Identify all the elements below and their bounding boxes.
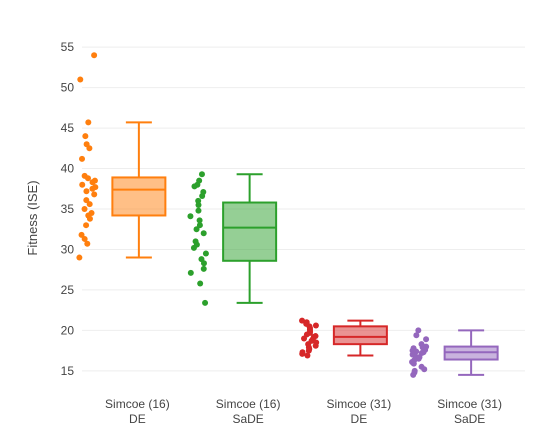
data-point bbox=[193, 226, 200, 233]
data-point bbox=[198, 171, 205, 178]
iqr-box bbox=[332, 325, 388, 346]
data-point bbox=[199, 193, 206, 200]
x-category-label: Simcoe (16) bbox=[105, 397, 170, 411]
data-point bbox=[79, 155, 86, 162]
data-point bbox=[413, 332, 420, 339]
data-point bbox=[304, 352, 311, 359]
data-point bbox=[187, 269, 194, 276]
data-point bbox=[91, 191, 98, 198]
x-category-label: Simcoe (16) bbox=[216, 397, 281, 411]
data-point bbox=[85, 119, 92, 126]
data-point bbox=[197, 280, 204, 287]
data-point bbox=[200, 230, 207, 237]
y-axis-title: Fitness (ISE) bbox=[25, 180, 40, 255]
iqr-box bbox=[222, 201, 278, 262]
data-point bbox=[85, 175, 92, 182]
data-point bbox=[202, 250, 209, 257]
box-group bbox=[76, 52, 167, 261]
y-tick-label: 25 bbox=[61, 283, 75, 297]
data-point bbox=[421, 366, 428, 373]
data-point bbox=[187, 213, 194, 220]
data-point bbox=[196, 217, 203, 224]
box-group bbox=[299, 317, 388, 359]
data-point bbox=[195, 201, 202, 208]
data-point bbox=[415, 355, 422, 362]
data-point bbox=[76, 254, 83, 261]
data-point bbox=[423, 336, 430, 343]
data-point bbox=[299, 350, 306, 357]
data-point bbox=[83, 222, 90, 229]
data-point bbox=[305, 347, 312, 354]
y-tick-label: 30 bbox=[61, 242, 75, 256]
iqr-box bbox=[111, 176, 167, 217]
data-point bbox=[91, 52, 98, 59]
data-point bbox=[195, 207, 202, 214]
data-point bbox=[81, 206, 88, 212]
data-point bbox=[415, 327, 422, 334]
data-point bbox=[200, 260, 207, 267]
data-point bbox=[191, 183, 198, 190]
y-tick-label: 50 bbox=[61, 81, 75, 95]
data-point bbox=[83, 188, 90, 195]
data-point bbox=[299, 317, 306, 324]
data-point bbox=[82, 133, 89, 140]
y-tick-label: 45 bbox=[61, 121, 75, 135]
y-tick-labels: 15 20 25 30 35 40 45 50 55 bbox=[61, 40, 75, 378]
data-point bbox=[312, 342, 319, 349]
x-category-label: DE bbox=[129, 412, 146, 426]
data-point bbox=[81, 235, 88, 242]
data-point bbox=[196, 222, 203, 229]
data-point bbox=[86, 215, 93, 222]
data-point bbox=[410, 360, 417, 367]
data-point bbox=[410, 371, 417, 378]
data-point bbox=[84, 240, 91, 247]
y-tick-label: 35 bbox=[61, 202, 75, 216]
data-point bbox=[78, 231, 85, 238]
data-point bbox=[86, 201, 93, 208]
plot-area bbox=[76, 52, 499, 378]
data-point bbox=[83, 197, 90, 204]
box-group bbox=[187, 171, 278, 306]
data-point bbox=[190, 244, 197, 251]
y-tick-label: 40 bbox=[61, 162, 75, 176]
data-point bbox=[86, 145, 93, 152]
x-category-label: SaDE bbox=[232, 412, 263, 426]
x-category-label: Simcoe (31) bbox=[327, 397, 392, 411]
data-point bbox=[200, 265, 207, 272]
x-category-label: DE bbox=[351, 412, 368, 426]
y-tick-label: 20 bbox=[61, 323, 75, 337]
y-tick-label: 55 bbox=[61, 40, 75, 54]
x-category-label: Simcoe (31) bbox=[437, 397, 502, 411]
data-point bbox=[89, 179, 96, 186]
data-point bbox=[202, 299, 209, 306]
box-group bbox=[409, 327, 499, 378]
data-point bbox=[89, 185, 96, 192]
x-category-label: SaDE bbox=[454, 412, 485, 426]
y-tick-label: 15 bbox=[61, 364, 75, 378]
data-point bbox=[77, 76, 84, 83]
data-point bbox=[301, 335, 308, 342]
data-point bbox=[79, 181, 86, 188]
data-point bbox=[312, 322, 319, 329]
